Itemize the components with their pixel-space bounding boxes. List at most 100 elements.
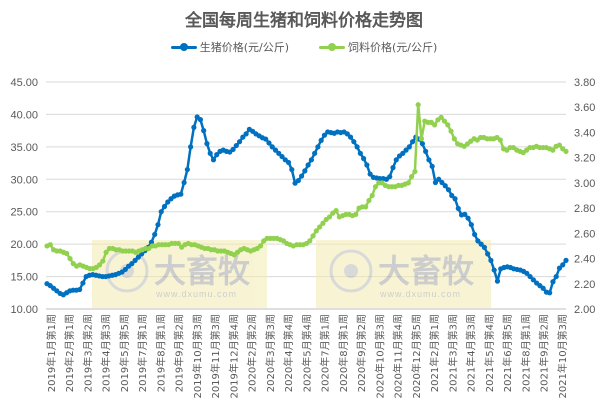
data-point-marker [308, 157, 314, 163]
data-point-marker [178, 191, 184, 197]
right-axis-tick-label: 3.00 [574, 178, 595, 190]
watermark-brand: 大畜牧 [154, 252, 251, 290]
data-point-marker [409, 173, 415, 180]
data-point-marker [129, 261, 135, 267]
x-axis-tick-label: 2021年9月第2周 [538, 314, 551, 392]
data-point-marker [560, 262, 566, 268]
data-point-marker [556, 265, 563, 271]
data-point-marker [276, 150, 282, 156]
x-axis-tick-label: 2019年7月第1周 [136, 314, 149, 392]
data-point-marker [491, 267, 497, 273]
data-point-marker [449, 192, 455, 199]
x-axis-tick-label: 2019年5月第5周 [118, 314, 131, 392]
data-point-marker [547, 290, 553, 296]
data-point-marker [207, 150, 213, 156]
data-point-marker [423, 148, 429, 154]
right-axis-tick-label: 3.60 [574, 102, 595, 114]
left-axis-tick-label: 35.00 [10, 142, 38, 154]
data-point-marker [481, 244, 487, 250]
data-point-marker [240, 134, 246, 140]
x-axis-tick-label: 2021年3月第3周 [446, 314, 459, 392]
data-point-marker [132, 257, 138, 263]
watermark-brand: 大畜牧 [378, 252, 475, 290]
right-axis-tick-label: 2.80 [574, 203, 595, 215]
data-point-marker [366, 197, 372, 204]
data-point-marker [272, 147, 279, 153]
data-point-marker [465, 215, 471, 221]
data-point-marker [357, 150, 363, 156]
data-point-marker [96, 262, 103, 268]
data-point-marker [488, 257, 494, 263]
data-point-marker [540, 285, 546, 291]
data-point-marker [445, 187, 452, 193]
data-point-marker [135, 254, 141, 260]
data-point-marker [475, 238, 481, 244]
x-axis-tick-label: 2019年3月第2周 [81, 314, 94, 392]
data-point-marker [257, 243, 264, 249]
data-point-marker [299, 173, 305, 179]
x-axis-tick-label: 2019年4月第3周 [100, 314, 113, 392]
left-axis-tick-label: 15.00 [10, 272, 38, 284]
data-point-marker [438, 114, 444, 120]
x-axis-tick-label: 2021年5月第4周 [483, 314, 496, 392]
watermark-url: www.dxumu.com [155, 289, 237, 299]
left-axis-tick-label: 10.00 [10, 304, 38, 316]
data-point-marker [181, 179, 187, 186]
data-point-marker [210, 157, 217, 163]
data-point-marker [77, 286, 83, 293]
right-axis-tick-label: 2.40 [574, 254, 595, 266]
legend-label: 生猪价格(元/公斤) [199, 41, 289, 54]
data-point-marker [412, 168, 418, 175]
data-point-marker [468, 222, 474, 228]
data-point-marker [351, 139, 357, 145]
data-point-marker [455, 205, 461, 212]
data-point-marker [364, 162, 370, 168]
data-point-marker [152, 231, 158, 238]
data-point-marker [372, 184, 379, 190]
data-point-marker [353, 211, 359, 218]
left-axis-tick-label: 40.00 [10, 109, 38, 121]
data-point-marker [165, 199, 171, 205]
data-point-marker [478, 241, 484, 247]
watermark-logo-icon [329, 249, 373, 293]
data-point-marker [230, 146, 236, 153]
data-point-marker [67, 255, 73, 262]
data-point-marker [563, 257, 569, 263]
data-point-marker [188, 144, 194, 150]
x-axis-tick-label: 2020年12月第5周 [410, 314, 423, 399]
x-axis-tick-label: 2021年10月第3周 [556, 314, 569, 399]
right-axis-tick-label: 2.60 [574, 228, 595, 240]
left-axis-tick-label: 30.00 [10, 174, 38, 186]
data-point-marker [390, 165, 396, 171]
x-axis-tick-label: 2020年2月第2周 [246, 314, 259, 392]
data-point-marker [403, 147, 409, 153]
feed-price-series [44, 102, 569, 272]
x-axis-tick-label: 2020年5月第4周 [300, 314, 313, 392]
data-point-marker [442, 183, 448, 189]
data-point-marker [47, 242, 53, 248]
data-point-marker [318, 137, 324, 143]
data-point-marker [305, 162, 311, 168]
data-point-marker [550, 279, 556, 285]
data-point-marker [415, 102, 421, 108]
x-axis-tick-label: 2020年11月第4周 [392, 314, 405, 399]
legend-item-feed-price: 饲料价格(元/公斤) [319, 39, 437, 55]
legend: 生猪价格(元/公斤) 饲料价格(元/公斤) [0, 39, 608, 55]
x-axis-tick-label: 2020年4月第4周 [282, 314, 295, 392]
data-point-marker [553, 273, 559, 280]
left-axis-tick-label: 20.00 [10, 239, 38, 251]
data-point-marker [419, 141, 425, 147]
data-point-marker [269, 144, 275, 150]
data-point-marker [103, 249, 109, 255]
data-point-marker [527, 273, 533, 280]
x-axis-tick-label: 2020年9月第2周 [355, 314, 368, 392]
data-point-marker [266, 140, 272, 146]
data-point-marker [80, 280, 86, 286]
data-point-marker [285, 159, 292, 166]
x-axis-tick-label: 2019年11月第3周 [209, 314, 222, 399]
right-axis-tick-label: 3.40 [574, 127, 595, 139]
legend-line-marker-icon [319, 43, 345, 51]
data-point-marker [451, 136, 457, 142]
